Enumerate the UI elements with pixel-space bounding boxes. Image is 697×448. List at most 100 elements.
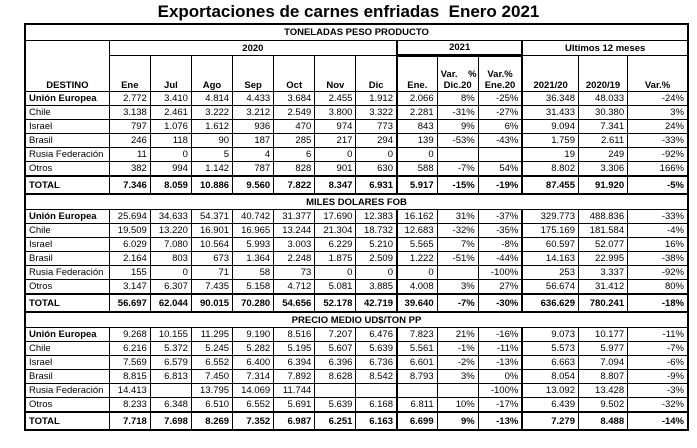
cell: 139 (395, 133, 438, 148)
cell: 62.044 (149, 293, 192, 313)
cell: 14.163 (521, 251, 579, 266)
cell: 70.280 (232, 293, 275, 313)
cell: 6.811 (395, 397, 438, 413)
cell: -100% (477, 265, 524, 280)
cell: 21.304 (314, 223, 357, 238)
cell: 901 (314, 161, 357, 177)
cell: 22.995 (577, 251, 629, 266)
cell: -1% (436, 341, 479, 356)
cell: 7.718 (108, 411, 151, 431)
cell: 16.162 (395, 209, 438, 224)
group-header-ultimos-12-meses: Ultimos 12 meses (521, 40, 689, 56)
cell: -38% (627, 251, 689, 266)
cell: 5.561 (395, 341, 438, 356)
cell: 5.195 (273, 341, 316, 356)
table-row: Unión Europea 2.772 3.410 4.814 4.433 3.684 2.… (24, 91, 689, 106)
cell: 787 (232, 161, 275, 177)
cell: 5.607 (314, 341, 357, 356)
cell: 773 (355, 119, 398, 134)
cell: 630 (355, 161, 398, 177)
cell: 13.092 (521, 383, 579, 398)
cell: 3.003 (273, 237, 316, 252)
caption-row: TONELADAS PESO PRODUCTO (24, 23, 689, 41)
cell: 2.772 (108, 91, 151, 106)
cell: -16% (477, 327, 524, 342)
cell: 5.691 (273, 397, 316, 413)
section-title-row: MILES DOLARES FOB (24, 193, 689, 210)
cell: 3% (627, 105, 689, 120)
cell: 246 (108, 133, 151, 148)
table-row: Otros 8.233 6.348 6.510 6.552 5.691 5.639 6.168… (24, 397, 689, 413)
cell: -14% (627, 411, 689, 431)
row-label: Brasil (24, 251, 110, 266)
cell: 9.560 (232, 175, 275, 195)
cell: 8.516 (273, 327, 316, 342)
table-row: Brasil 246 118 90 187 285 217 294 139 -53% -43% 1.7… (24, 133, 689, 148)
col-header-nov: Nov (314, 55, 357, 92)
table-body: Unión Europea 2.772 3.410 4.814 4.433 3.684 2.… (24, 91, 689, 431)
cell: 42.719 (355, 293, 398, 313)
cell: 6.552 (232, 397, 275, 413)
table-row: Unión Europea 9.268 10.155 11.295 9.190 8.516… (24, 327, 689, 342)
row-label: Otros (24, 161, 110, 177)
cell: 11 (108, 147, 151, 162)
cell: 14.413 (108, 383, 151, 398)
cell: 249 (577, 147, 629, 162)
cell: -11% (627, 327, 689, 342)
row-label: Chile (24, 341, 110, 356)
cell: 9% (436, 411, 479, 431)
cell: 21% (436, 327, 479, 342)
cell: 5.158 (232, 279, 275, 295)
cell: -32% (436, 223, 479, 238)
cell: 118 (149, 133, 192, 148)
cell: 6.229 (314, 237, 357, 252)
table-header: TONELADAS PESO PRODUCTO 2020 2021 Ultimo… (24, 23, 689, 92)
cell: 27% (477, 279, 524, 295)
row-label: Brasil (24, 133, 110, 148)
cell: -44% (477, 251, 524, 266)
col-header-sep: Sep (232, 55, 275, 92)
cell: 16.901 (190, 223, 234, 238)
cell: 0 (149, 265, 192, 280)
cell: 54.656 (273, 293, 316, 313)
col-header-var-ene-20: Var.% Ene.20 (477, 55, 524, 92)
cell: 974 (314, 119, 357, 134)
cell: 0 (395, 147, 438, 162)
cell: -31% (436, 105, 479, 120)
cell: 25.694 (108, 209, 151, 224)
cell: 1.875 (314, 251, 357, 266)
cell: 9.268 (108, 327, 151, 342)
cell: 6.476 (355, 327, 398, 342)
cell: 10.886 (190, 175, 234, 195)
table-row: Chile 6.216 5.372 5.245 5.282 5.195 5.607 5.639… (24, 341, 689, 356)
table-row: Israel 797 1.076 1.612 936 470 974 773 843 9% 6% 9.… (24, 119, 689, 134)
cell: 6.736 (355, 355, 398, 370)
cell: 2.066 (395, 91, 438, 106)
row-label: Chile (24, 223, 110, 238)
total-row: TOTAL 7.346 8.059 10.886 9.560 7.822 8.347 6.93… (24, 175, 689, 195)
row-label: Unión Europea (24, 91, 110, 106)
cell: 31.433 (521, 105, 579, 120)
cell: -7% (436, 293, 479, 313)
cell: 2.281 (395, 105, 438, 120)
cell: 3% (436, 279, 479, 295)
cell: 3.212 (232, 105, 275, 120)
cell (395, 383, 438, 398)
cell: 5.372 (149, 341, 192, 356)
cell: 1.912 (355, 91, 398, 106)
row-label: Chile (24, 105, 110, 120)
cell: 8.059 (149, 175, 192, 195)
row-label: Rusia Federación (24, 265, 110, 280)
cell: 5.573 (521, 341, 579, 356)
cell: 80% (627, 279, 689, 295)
group-header-2020: 2020 (108, 40, 398, 56)
table-row: Rusia Federación 155 0 71 58 73 0 0 0 -100% 253 3.3… (24, 265, 689, 280)
cell: 90 (190, 133, 234, 148)
cell: 3.322 (355, 105, 398, 120)
exports-table: TONELADAS PESO PRODUCTO 2020 2021 Ultimo… (24, 23, 689, 431)
row-label: Israel (24, 237, 110, 252)
cell: 91.920 (577, 175, 629, 195)
cell: -13% (477, 355, 524, 370)
cell: 31.412 (577, 279, 629, 295)
